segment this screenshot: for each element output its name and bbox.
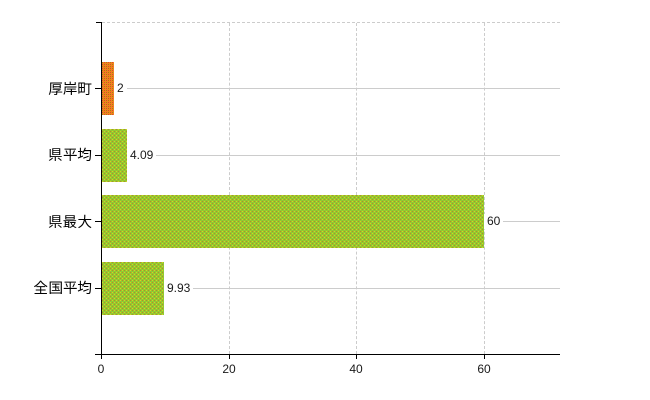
x-axis [95,354,560,355]
x-axis-tick [484,354,485,359]
plot-top-border [102,22,560,23]
x-tick-label: 40 [349,362,363,376]
category-label: 県最大 [48,211,92,232]
value-label: 2 [114,81,127,96]
vertical-gridline [356,23,357,354]
bar-green [102,129,127,182]
bar-green [102,195,484,248]
x-tick-label: 60 [477,362,491,376]
y-axis-top-tick [96,22,101,23]
bar-orange [102,62,114,115]
x-axis-tick [229,354,230,359]
value-label: 60 [484,214,504,229]
horizontal-gridline [102,155,560,156]
horizontal-gridline [102,288,560,289]
value-label: 4.09 [127,148,157,163]
y-axis [101,22,102,359]
x-tick-label: 0 [97,362,105,376]
vertical-gridline [229,23,230,354]
value-label: 9.93 [164,281,194,296]
x-tick-label: 20 [222,362,236,376]
y-axis-tick [95,221,101,222]
y-axis-tick [95,88,101,89]
category-label: 厚岸町 [48,78,92,99]
bar-green [102,262,164,315]
category-label: 県平均 [48,144,92,165]
y-axis-tick [95,288,101,289]
category-label: 全国平均 [33,277,92,298]
horizontal-gridline [102,88,560,89]
y-axis-tick [95,155,101,156]
vertical-gridline [484,23,485,354]
x-axis-tick [356,354,357,359]
